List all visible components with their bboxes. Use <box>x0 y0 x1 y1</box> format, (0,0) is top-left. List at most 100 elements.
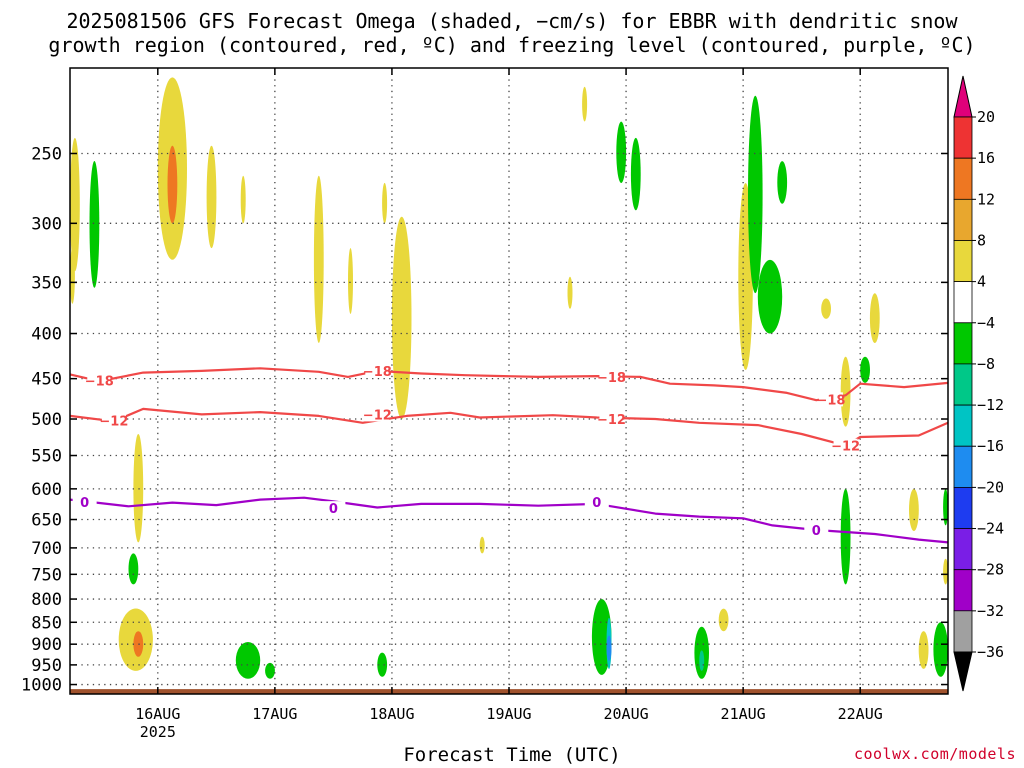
omega-region <box>582 86 588 122</box>
omega-region <box>757 259 783 334</box>
omega-region <box>167 145 178 224</box>
omega-region <box>70 137 80 272</box>
omega-region <box>206 145 217 249</box>
contour-label: −18 <box>363 365 392 380</box>
x-tick-label: 18AUG <box>369 705 414 723</box>
contour-label-bg <box>599 412 624 427</box>
contour-label-bg <box>321 501 346 516</box>
y-tick-label: 650 <box>31 511 62 531</box>
y-tick-label: 900 <box>31 635 62 655</box>
omega-region <box>840 356 851 427</box>
contour-label-bg <box>87 373 112 388</box>
contour-label: −12 <box>363 408 392 423</box>
omega-region <box>821 298 831 319</box>
contour-label-bg <box>804 522 829 537</box>
colorbar-max-arrow <box>953 75 973 118</box>
omega-region <box>235 642 261 679</box>
contour-label-bg <box>365 363 390 378</box>
omega-region <box>313 175 324 343</box>
omega-region <box>265 662 275 679</box>
omega-region <box>567 276 573 309</box>
contour-label: 0 <box>812 524 821 539</box>
colorbar-label: 8 <box>977 231 986 249</box>
omega-region <box>748 95 763 294</box>
omega-region <box>382 182 388 224</box>
omega-region <box>133 434 144 543</box>
omega-region <box>391 216 412 419</box>
y-tick-label: 300 <box>31 214 62 234</box>
y-tick-label: 800 <box>31 590 62 610</box>
contour-label-bg <box>599 369 624 384</box>
colorbar-label: −4 <box>977 314 995 332</box>
contour-label: 0 <box>329 502 338 517</box>
omega-region <box>933 622 948 677</box>
colorbar-label: 4 <box>977 273 986 291</box>
contour-label-bg <box>72 495 97 510</box>
y-tick-label: 600 <box>31 480 62 500</box>
x-tick-label: 22AUG <box>838 705 883 723</box>
omega-region <box>591 599 612 675</box>
colorbar-swatch <box>953 198 973 241</box>
colorbar-label: −24 <box>977 520 1004 538</box>
omega-region <box>630 137 641 211</box>
colorbar-label: −36 <box>977 643 1004 661</box>
x-tick-label: 16AUG <box>135 705 180 723</box>
site-credit: coolwx.com/models <box>853 745 1016 763</box>
omega-region <box>943 488 949 526</box>
omega-region <box>909 488 919 532</box>
y-tick-label: 1000 <box>21 676 62 696</box>
y-tick-label: 700 <box>31 539 62 559</box>
colorbar-swatch <box>953 116 973 159</box>
x-tick-label: 20AUG <box>603 705 648 723</box>
y-tick-label: 950 <box>31 656 62 676</box>
contour-label-bg <box>833 438 858 453</box>
omega-region <box>869 293 880 343</box>
contour-label: −12 <box>99 415 128 430</box>
colorbar-label: −8 <box>977 355 995 373</box>
colorbar-label: −12 <box>977 396 1004 414</box>
omega-region <box>606 635 612 661</box>
x-tick-label: 21AUG <box>721 705 766 723</box>
y-tick-label: 400 <box>31 325 62 345</box>
colorbar-swatch <box>953 610 973 653</box>
omega-region <box>69 248 75 304</box>
chart-title-line1: 2025081506 GFS Forecast Omega (shaded, −… <box>66 9 958 33</box>
omega-region <box>348 248 353 314</box>
colorbar-label: −28 <box>977 561 1004 579</box>
colorbar-swatch <box>953 240 973 283</box>
colorbar-swatch <box>953 445 973 488</box>
colorbar-label: 16 <box>977 149 995 167</box>
contour-label: −18 <box>85 374 114 389</box>
y-tick-label: 250 <box>31 144 62 164</box>
contour-label-bg <box>584 495 609 510</box>
contour-label: 0 <box>592 496 601 511</box>
omega-region <box>128 553 139 585</box>
colorbar-swatch <box>953 569 973 612</box>
colorbar-swatch <box>953 157 973 200</box>
colorbar-min-arrow <box>953 651 973 692</box>
y-tick-label: 850 <box>31 613 62 633</box>
colorbar-label: 12 <box>977 190 995 208</box>
contour-label: −12 <box>597 413 626 428</box>
omega-region <box>860 356 870 383</box>
x-tick-label: 17AUG <box>252 705 297 723</box>
y-tick-label: 750 <box>31 565 62 585</box>
x-axis-title: Forecast Time (UTC) <box>403 744 621 766</box>
y-tick-label: 550 <box>31 447 62 467</box>
omega-region <box>840 488 851 585</box>
colorbar-label: 20 <box>977 108 995 126</box>
plot-frame <box>69 67 949 695</box>
omega-region <box>133 631 144 657</box>
x-tick-year-label: 2025 <box>140 723 176 741</box>
omega-region <box>240 175 246 224</box>
omega-region <box>616 121 627 183</box>
omega-region <box>377 652 388 677</box>
contour-label: 0 <box>80 496 89 511</box>
x-tick-label: 19AUG <box>486 705 531 723</box>
colorbar-swatch <box>953 486 973 529</box>
colorbar-label: −32 <box>977 602 1004 620</box>
omega-region <box>777 161 788 204</box>
colorbar-swatch <box>953 404 973 447</box>
contour-label: −18 <box>597 371 626 386</box>
